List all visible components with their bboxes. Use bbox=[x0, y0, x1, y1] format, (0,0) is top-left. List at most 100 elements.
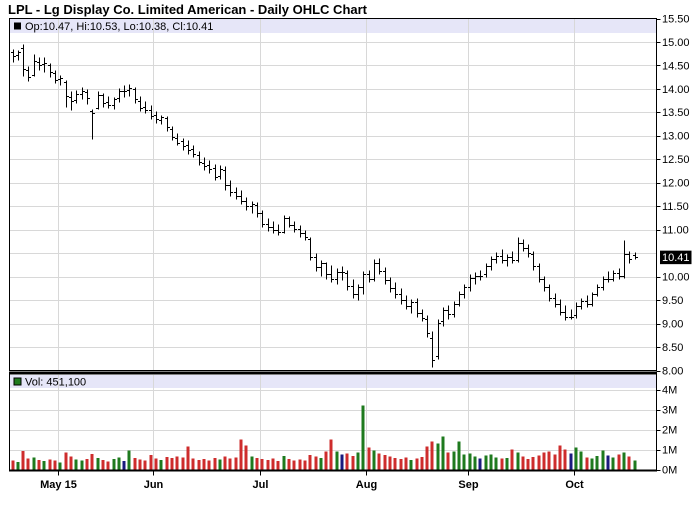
last-price-badge: 10.41 bbox=[660, 250, 692, 265]
volume-bar bbox=[282, 455, 286, 470]
ohlc-bar bbox=[96, 91, 101, 110]
volume-bar bbox=[181, 457, 185, 470]
price-axis-label: 12.00 bbox=[662, 178, 690, 190]
ohlc-bar bbox=[127, 84, 132, 97]
volume-bar bbox=[260, 459, 264, 470]
volume-axis-label: 1M bbox=[662, 444, 677, 456]
volume-axis-label: 0M bbox=[662, 464, 677, 476]
x-axis-label: Aug bbox=[356, 479, 377, 491]
volume-bar bbox=[244, 445, 248, 470]
ohlc-bar bbox=[345, 270, 350, 291]
volume-bar bbox=[335, 451, 339, 470]
ohlc-bar bbox=[218, 165, 223, 180]
panel-separator bbox=[9, 371, 657, 375]
volume-bar bbox=[505, 457, 509, 470]
volume-bar bbox=[521, 456, 525, 470]
price-axis-ticks bbox=[656, 19, 661, 372]
volume-bar bbox=[117, 457, 121, 470]
ohlc-bar bbox=[314, 253, 319, 272]
ohlc-bar bbox=[441, 307, 446, 327]
volume-bar bbox=[430, 441, 434, 470]
ohlc-bar bbox=[138, 96, 143, 112]
ohlc-bar bbox=[213, 164, 218, 181]
price-axis-label: 13.50 bbox=[662, 107, 690, 119]
price-axis-label: 9.50 bbox=[662, 295, 683, 307]
volume-bar bbox=[90, 453, 94, 470]
ohlc-bar bbox=[260, 210, 265, 228]
volume-bar bbox=[218, 459, 222, 470]
volume-bar bbox=[585, 457, 589, 470]
volume-legend: Vol: 451,100 bbox=[13, 376, 86, 388]
volume-bar bbox=[494, 457, 498, 470]
volume-bar bbox=[266, 459, 270, 470]
ohlc-bar bbox=[58, 75, 63, 86]
volume-bar bbox=[175, 456, 179, 470]
ohlc-bar bbox=[239, 190, 244, 205]
volume-bar bbox=[154, 458, 158, 470]
volume-bar bbox=[69, 456, 73, 470]
volume-bar bbox=[276, 461, 280, 470]
ohlc-bar bbox=[175, 133, 180, 146]
volume-bar bbox=[633, 460, 637, 470]
last-price-badge-bg bbox=[660, 250, 692, 265]
volume-grid bbox=[9, 390, 657, 451]
ohlc-bar bbox=[526, 244, 531, 258]
price-axis-labels: 15.50 15.00 14.50 14.00 13.50 13.00 12.50 12.00… bbox=[662, 13, 690, 377]
price-axis-label: 15.50 bbox=[662, 13, 690, 25]
ohlc-bar bbox=[484, 263, 489, 278]
ohlc-bar bbox=[159, 115, 164, 125]
ohlc-bar bbox=[298, 225, 303, 238]
price-axis-label: 9.00 bbox=[662, 318, 683, 330]
ohlc-bar bbox=[425, 315, 430, 338]
volume-bar bbox=[74, 459, 78, 470]
x-axis-label: Jun bbox=[144, 479, 164, 491]
volume-bar bbox=[26, 458, 30, 470]
volume-bar bbox=[462, 454, 466, 470]
ohlc-bar bbox=[122, 85, 127, 98]
ohlc-bar bbox=[430, 331, 435, 368]
volume-bar bbox=[287, 459, 291, 470]
ohlc-bar bbox=[69, 91, 74, 111]
ohlc-bars bbox=[11, 44, 638, 368]
volume-bar bbox=[159, 459, 163, 470]
volume-axis-labels: 4M 3M 2M 1M 0M bbox=[662, 384, 677, 476]
ohlc-bar bbox=[356, 284, 361, 301]
volume-bar bbox=[21, 451, 25, 470]
ohlc-bar bbox=[473, 272, 478, 285]
volume-bar bbox=[569, 453, 573, 470]
volume-bar bbox=[96, 457, 100, 470]
volume-bar bbox=[489, 454, 493, 470]
volume-bar bbox=[138, 459, 142, 470]
volume-bar bbox=[53, 460, 57, 470]
ohlc-bar bbox=[32, 54, 37, 77]
volume-bar bbox=[409, 459, 413, 470]
volume-bar bbox=[436, 443, 440, 470]
ohlc-bar bbox=[590, 292, 595, 307]
volume-bar bbox=[250, 456, 254, 470]
volume-bar bbox=[611, 457, 615, 470]
volume-bar bbox=[457, 441, 461, 470]
ohlc-bar bbox=[133, 87, 138, 104]
ohlc-bar bbox=[436, 319, 441, 360]
ohlc-bar bbox=[197, 151, 202, 166]
ohlc-bar bbox=[611, 270, 616, 282]
ohlc-bar bbox=[372, 259, 377, 282]
ohlc-bar bbox=[505, 254, 510, 267]
volume-axis-label: 3M bbox=[662, 404, 677, 416]
ohlc-bar bbox=[510, 251, 515, 264]
ohlc-bar bbox=[537, 263, 542, 283]
ohlc-bar bbox=[633, 252, 638, 260]
price-grid bbox=[9, 42, 657, 348]
ohlc-bar bbox=[271, 221, 276, 234]
volume-bar bbox=[617, 454, 621, 470]
volume-bar bbox=[484, 455, 488, 470]
ohlc-bar bbox=[478, 270, 483, 281]
ohlc-bar bbox=[16, 50, 21, 61]
volume-bar bbox=[547, 451, 551, 470]
volume-bar bbox=[377, 453, 381, 470]
price-panel-border bbox=[9, 18, 657, 371]
volume-bar bbox=[80, 460, 84, 470]
ohlc-bar bbox=[393, 282, 398, 299]
price-axis-label: 11.00 bbox=[662, 225, 689, 237]
